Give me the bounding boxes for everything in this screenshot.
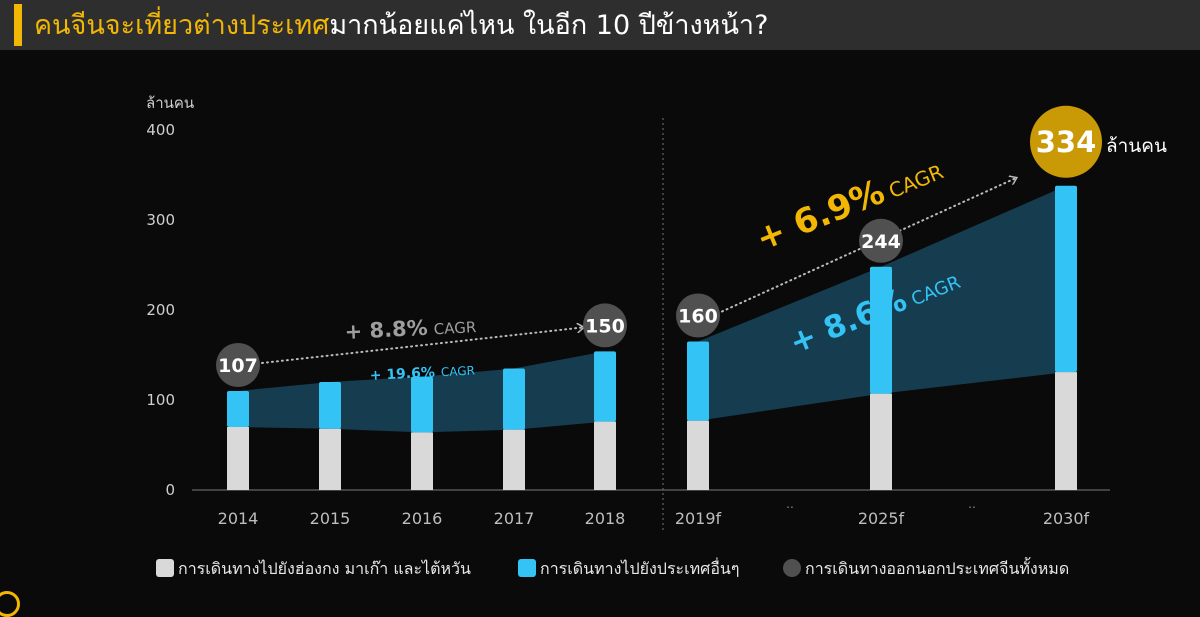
bar-other-countries <box>319 382 341 429</box>
y-tick-label: 400 <box>146 121 175 139</box>
legend-swatch <box>518 559 536 577</box>
axis-gap-marker: .. <box>786 497 794 511</box>
total-value-label: 160 <box>678 306 718 328</box>
bar-hk-macau-taiwan <box>319 428 341 490</box>
total-value-label: 107 <box>218 355 258 377</box>
total-bubble <box>676 293 720 338</box>
bar-other-countries <box>411 376 433 433</box>
x-tick-label: 2015 <box>310 509 351 528</box>
total-bubble <box>859 218 903 263</box>
axis-layer: 0 100 200 300 400 2014 2015 2016 2017 2018 2019f 20… <box>146 118 1110 530</box>
title-rest: มากน้อยแค่ไหน ในอีก 10 ปีข้างหน้า? <box>329 10 769 41</box>
total-value-label: 244 <box>861 231 901 253</box>
corner-decoration <box>0 591 20 617</box>
cagr-annotation: + 6.9%CAGR <box>750 148 948 259</box>
x-tick-label: 2019f <box>675 509 722 528</box>
y-tick-label: 200 <box>146 301 175 319</box>
title-highlight: คนจีนจะเที่ยวต่างประเทศ <box>34 10 330 41</box>
x-tick-label: 2025f <box>858 509 905 528</box>
x-tick-label: 2018 <box>585 509 626 528</box>
bar-layer <box>227 185 1077 490</box>
cagr-label: CAGR <box>885 159 947 203</box>
legend-label: การเดินทางไปยังฮ่องกง มาเก๊า และไต้หวัน <box>178 559 471 578</box>
x-tick-label: 2016 <box>402 509 443 528</box>
legend-label: การเดินทางออกนอกประเทศจีนทั้งหมด <box>805 559 1070 578</box>
cagr-label: CAGR <box>433 318 476 338</box>
bar-other-countries <box>687 341 709 421</box>
bar-other-countries <box>1055 185 1077 373</box>
bar-hk-macau-taiwan <box>503 429 525 490</box>
cagr-annotation: + 19.6% CAGR <box>369 363 475 384</box>
axis-gap-marker: .. <box>968 497 976 511</box>
bar-other-countries <box>503 368 525 430</box>
bar-hk-macau-taiwan <box>687 420 709 490</box>
highlight-total-bubble <box>1030 105 1102 178</box>
x-tick-label: 2017 <box>494 509 535 528</box>
bar-hk-macau-taiwan <box>594 421 616 490</box>
legend-swatch <box>783 559 801 577</box>
legend-label: การเดินทางไปยังประเทศอื่นๆ <box>540 559 740 578</box>
header-bar: คนจีนจะเที่ยวต่างประเทศมากน้อยแค่ไหน ในอ… <box>0 0 1200 50</box>
legend-item: การเดินทางออกนอกประเทศจีนทั้งหมด <box>783 556 1069 582</box>
cagr-percent: + 19.6% <box>369 365 435 384</box>
bar-hk-macau-taiwan <box>227 427 249 490</box>
legend: การเดินทางไปยังฮ่องกง มาเก๊า และไต้หวัน ก… <box>0 552 1200 584</box>
y-tick-label: 0 <box>165 481 175 499</box>
x-tick-label: 2014 <box>218 509 259 528</box>
y-tick-label: 100 <box>146 391 175 409</box>
bar-other-countries <box>870 266 892 394</box>
bar-other-countries <box>594 351 616 422</box>
legend-item: การเดินทางไปยังประเทศอื่นๆ <box>518 556 739 582</box>
cagr-label: CAGR <box>441 364 476 380</box>
y-axis-label: ล้านคน <box>146 94 194 112</box>
legend-item: การเดินทางไปยังฮ่องกง มาเก๊า และไต้หวัน <box>156 556 471 582</box>
bar-hk-macau-taiwan <box>1055 372 1077 490</box>
highlight-total-unit: ล้านคน <box>1106 135 1167 157</box>
trend-arrow-historic <box>261 327 583 364</box>
legend-swatch <box>156 559 174 577</box>
y-tick-label: 300 <box>146 211 175 229</box>
stacked-bar-chart: ล้านคน 0 100 200 300 400 2014 2015 2016 2017 2018… <box>146 94 1167 530</box>
bar-hk-macau-taiwan <box>411 432 433 490</box>
bar-other-countries <box>227 391 249 427</box>
total-value-label: 150 <box>585 315 625 337</box>
bar-hk-macau-taiwan <box>870 393 892 490</box>
page-title: คนจีนจะเที่ยวต่างประเทศมากน้อยแค่ไหน ในอ… <box>34 6 768 46</box>
cagr-percent: + 8.8% <box>344 316 428 344</box>
header-accent-bar <box>14 4 22 46</box>
x-tick-label: 2030f <box>1043 509 1090 528</box>
highlight-total-value: 334 <box>1036 125 1097 159</box>
growth-band-layer <box>238 185 1066 433</box>
cagr-annotation: + 8.8% CAGR <box>344 313 477 344</box>
total-bubble <box>216 343 260 387</box>
total-bubble <box>583 303 627 348</box>
